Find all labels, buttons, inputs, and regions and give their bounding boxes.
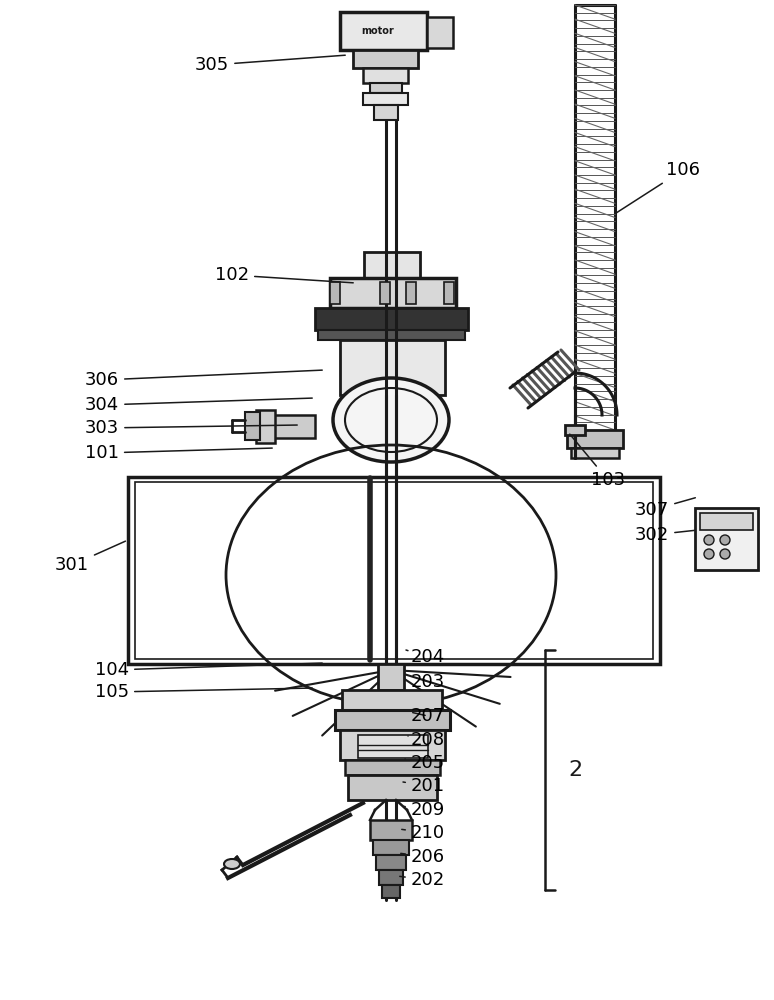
Bar: [567, 430, 623, 448]
Bar: [380, 282, 390, 304]
Text: 207: 207: [411, 707, 445, 725]
Bar: [256, 410, 275, 443]
Text: 307: 307: [635, 498, 695, 519]
Bar: [700, 513, 753, 530]
Bar: [340, 730, 445, 760]
Text: 206: 206: [401, 848, 445, 866]
Bar: [315, 308, 468, 330]
Text: 201: 201: [403, 777, 445, 795]
Text: 104: 104: [95, 661, 322, 679]
Bar: [318, 330, 465, 340]
Text: 106: 106: [615, 161, 700, 213]
Text: 303: 303: [85, 419, 297, 437]
Bar: [373, 840, 409, 855]
Bar: [128, 477, 660, 664]
Text: 105: 105: [95, 683, 312, 701]
Bar: [358, 735, 428, 758]
Text: 103: 103: [570, 434, 625, 489]
Ellipse shape: [333, 378, 449, 462]
Bar: [345, 760, 440, 775]
Bar: [378, 664, 404, 690]
Text: 204: 204: [406, 648, 445, 666]
Text: 101: 101: [85, 444, 272, 462]
Text: 203: 203: [411, 673, 445, 691]
Bar: [374, 105, 398, 120]
Text: 304: 304: [85, 396, 312, 414]
Bar: [364, 252, 420, 278]
Ellipse shape: [720, 535, 730, 545]
Bar: [363, 68, 408, 83]
Bar: [565, 425, 585, 435]
Bar: [376, 855, 406, 870]
Ellipse shape: [704, 535, 714, 545]
Bar: [353, 50, 418, 68]
Text: 302: 302: [635, 526, 695, 544]
Bar: [348, 775, 437, 800]
Bar: [382, 885, 400, 898]
Bar: [340, 12, 427, 50]
Bar: [335, 710, 450, 730]
Text: 210: 210: [402, 824, 445, 842]
Bar: [695, 508, 758, 570]
Bar: [330, 278, 456, 308]
Ellipse shape: [704, 549, 714, 559]
Bar: [571, 448, 619, 458]
Text: 208: 208: [408, 731, 445, 749]
Ellipse shape: [720, 549, 730, 559]
Bar: [406, 282, 416, 304]
Text: 209: 209: [404, 801, 445, 819]
Bar: [379, 870, 403, 885]
Text: 102: 102: [215, 266, 353, 284]
Bar: [270, 415, 315, 438]
Text: 301: 301: [55, 541, 125, 574]
Text: 2: 2: [568, 760, 582, 780]
Text: 305: 305: [195, 55, 345, 74]
Bar: [363, 93, 408, 105]
Bar: [340, 340, 445, 395]
Text: 205: 205: [405, 754, 445, 772]
Bar: [444, 282, 454, 304]
Bar: [427, 17, 453, 48]
Bar: [135, 482, 653, 659]
Bar: [370, 83, 402, 93]
Text: 306: 306: [85, 370, 322, 389]
Bar: [342, 690, 442, 710]
Text: 202: 202: [399, 871, 445, 889]
Ellipse shape: [224, 859, 240, 869]
Bar: [330, 282, 340, 304]
Bar: [370, 820, 412, 840]
Text: motor: motor: [361, 26, 395, 36]
Bar: [245, 412, 260, 440]
